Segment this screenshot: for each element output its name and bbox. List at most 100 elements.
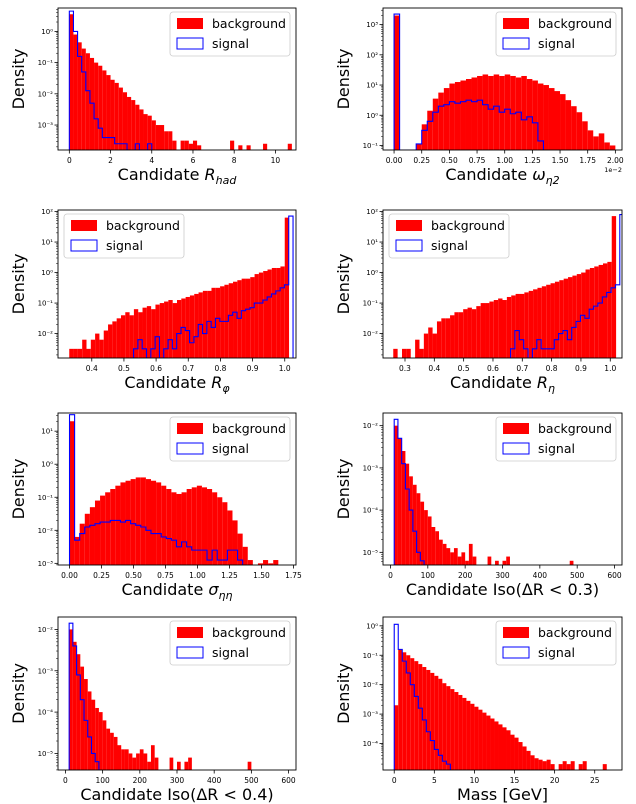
- background-bar: [250, 277, 255, 358]
- background-bar: [546, 759, 551, 770]
- background-bar: [86, 348, 91, 358]
- x-axis-label: Candidate σηη: [122, 580, 233, 602]
- legend-swatch-signal: [502, 37, 530, 50]
- background-bar: [432, 333, 437, 358]
- background-bar: [506, 296, 512, 358]
- background-bar: [405, 463, 410, 565]
- background-bar: [446, 686, 451, 770]
- y-tick-label: 10⁻¹: [363, 300, 379, 308]
- background-bar: [139, 109, 144, 150]
- x-tick-label: 0.9: [575, 364, 587, 373]
- background-bar: [151, 309, 156, 358]
- legend-label-signal: signal: [538, 645, 575, 660]
- background-bar: [401, 451, 406, 565]
- signal-step-line: [68, 414, 244, 565]
- background-bar: [212, 492, 218, 565]
- x-tick-label: 2: [108, 156, 113, 165]
- x-tick-label: 400: [207, 776, 222, 785]
- background-bar: [474, 706, 479, 770]
- x-tick-label: 200: [458, 571, 473, 580]
- background-bar: [94, 62, 99, 150]
- background-bar: [421, 124, 428, 150]
- background-bar: [242, 546, 248, 565]
- background-bar: [533, 289, 538, 358]
- background-bar: [108, 324, 113, 358]
- x-tick-label: 0.50: [441, 156, 458, 165]
- background-bar: [110, 489, 116, 565]
- background-bar: [435, 531, 440, 565]
- background-bar: [136, 753, 140, 770]
- background-bar: [247, 560, 253, 565]
- background-bar: [398, 649, 403, 770]
- y-axis-label: Density: [9, 459, 28, 520]
- background-bar: [442, 543, 447, 565]
- legend-label-background: background: [431, 218, 505, 233]
- x-tick-label: 300: [170, 776, 185, 785]
- background-bar: [263, 143, 268, 150]
- background-bar: [409, 476, 413, 565]
- background-bar: [245, 278, 251, 358]
- y-tick-label: 10⁻⁵: [363, 549, 379, 557]
- background-bar: [502, 727, 507, 770]
- background-bar: [424, 510, 428, 565]
- background-bar: [532, 80, 538, 150]
- background-bar: [258, 272, 264, 358]
- background-bar: [526, 750, 531, 770]
- background-bar: [233, 281, 238, 358]
- background-bar: [445, 318, 451, 358]
- y-axis-label: Density: [334, 49, 353, 110]
- background-bar: [192, 140, 198, 150]
- background-bar: [431, 527, 436, 565]
- background-bar: [76, 654, 81, 770]
- background-bar: [602, 764, 607, 770]
- background-bar: [482, 74, 489, 150]
- background-bar: [480, 303, 486, 358]
- background-bar: [550, 764, 555, 770]
- background-bar: [146, 306, 152, 358]
- background-bar: [124, 749, 129, 770]
- legend-label-background: background: [212, 16, 286, 31]
- background-bar: [504, 74, 511, 150]
- background-bar: [150, 745, 155, 770]
- y-axis-label: Density: [334, 663, 353, 724]
- y-tick-label: 10²: [366, 51, 378, 59]
- background-bar: [169, 757, 174, 770]
- x-tick-label: 500: [570, 571, 585, 580]
- background-bar: [197, 145, 202, 150]
- x-axis-label: Candidate ωη2: [445, 165, 559, 187]
- background-bar: [129, 315, 134, 358]
- axes-frame: [382, 209, 623, 359]
- background-bar: [184, 140, 189, 150]
- x-tick-label: 1.0: [279, 364, 291, 373]
- background-bar: [81, 48, 86, 150]
- background-bar: [570, 761, 575, 770]
- y-tick-label: 10⁰: [366, 269, 378, 277]
- legend-swatch-background: [177, 627, 203, 638]
- background-bar: [105, 492, 111, 565]
- legend-label-background: background: [538, 421, 612, 436]
- background-bar: [458, 694, 463, 770]
- background-bar: [528, 290, 534, 358]
- y-tick-label: 10³: [366, 21, 378, 29]
- background-bar: [217, 497, 223, 565]
- x-tick-label: 0.00: [61, 571, 78, 580]
- legend-swatch-signal: [176, 646, 204, 659]
- background-bar: [87, 691, 92, 770]
- background-bar: [394, 15, 400, 150]
- background-bar: [515, 77, 522, 150]
- signal-step-line: [393, 13, 544, 150]
- background-bar: [511, 295, 516, 358]
- y-tick-label: 10⁻²: [363, 422, 379, 430]
- background-bar: [271, 267, 277, 358]
- background-bar: [538, 759, 543, 770]
- background-bar: [506, 556, 510, 565]
- background-bar: [156, 482, 162, 565]
- x-tick-label: 1.25: [221, 571, 238, 580]
- background-bar: [566, 764, 571, 770]
- background-bar: [110, 79, 115, 150]
- background-bar: [449, 83, 455, 150]
- background-bar: [166, 489, 172, 565]
- background-bar: [611, 216, 617, 358]
- x-tick-label: 0.00: [386, 156, 403, 165]
- background-bar: [84, 513, 90, 565]
